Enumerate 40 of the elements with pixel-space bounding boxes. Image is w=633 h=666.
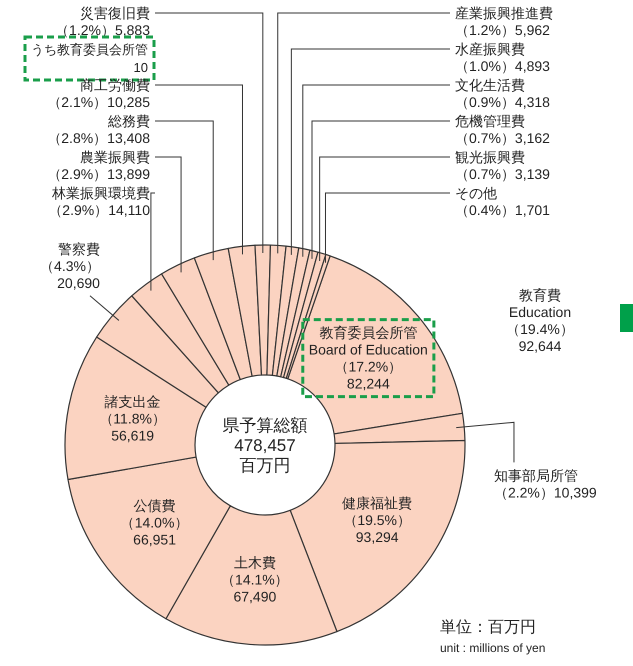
slice-label: 諸支出金 [104,393,161,410]
data-label: （2.9%）14,110 [48,202,150,218]
slice-label: 観光振興費 [455,149,525,165]
data-label: （19.5%） 93,294 [343,512,412,546]
text: 教育費 Education （19.4%） 92,644 [506,287,574,354]
slice-label: 警察費 [58,240,100,257]
data-label: （0.7%）3,162 [455,130,550,146]
data-label: （17.2%） 82,244 [334,358,402,392]
slice-label: その他 [455,185,497,201]
data-label: （14.0%） 66,951 [120,514,188,548]
slice-label: 農業振興費 [80,149,150,165]
data-label: （2.8%）13,408 [47,130,150,146]
text: 単位：百万円 [440,619,536,636]
slice-label: 健康福祉費 [342,495,412,512]
slice-label: 林業振興環境費 [51,185,150,201]
data-label: （4.3%） 20,690 [40,258,100,291]
data-label: （1.0%）4,893 [455,58,550,74]
data-label: （0.9%）4,318 [455,94,550,110]
slice-label: 文化生活費 [455,77,525,93]
data-label: （11.8%） 56,619 [99,410,166,444]
text: うち教育委員会所管 10 [31,42,148,75]
slice-label: 土木費 [234,554,276,571]
data-label: （2.9%）13,899 [47,166,150,182]
data-label: （2.2%）10,399 [494,484,597,500]
data-label: （2.1%）10,285 [47,94,150,110]
data-label: （1.2%）5,962 [455,22,550,38]
text: unit : millions of yen [440,641,546,655]
slice-label: 総務費 [107,113,150,129]
slice-label: 危機管理費 [455,113,525,129]
slice-label: 教育委員会所管 Board of Education [308,324,428,358]
slice-label: 産業振興推進費 [455,5,553,21]
data-label: （0.7%）3,139 [455,166,550,182]
slice-label: 公債費 [134,498,176,514]
data-label: （0.4%）1,701 [455,202,550,218]
slice-label: 災害復旧費 [80,5,150,21]
slice-label: 商工労働費 [80,77,150,93]
data-label: （14.1%） 67,490 [221,572,289,605]
text: 県予算総額 478,457 百万円 [222,416,308,475]
slice-label: 知事部局所管 [494,467,578,484]
slice-label: 水産振興費 [455,41,525,57]
